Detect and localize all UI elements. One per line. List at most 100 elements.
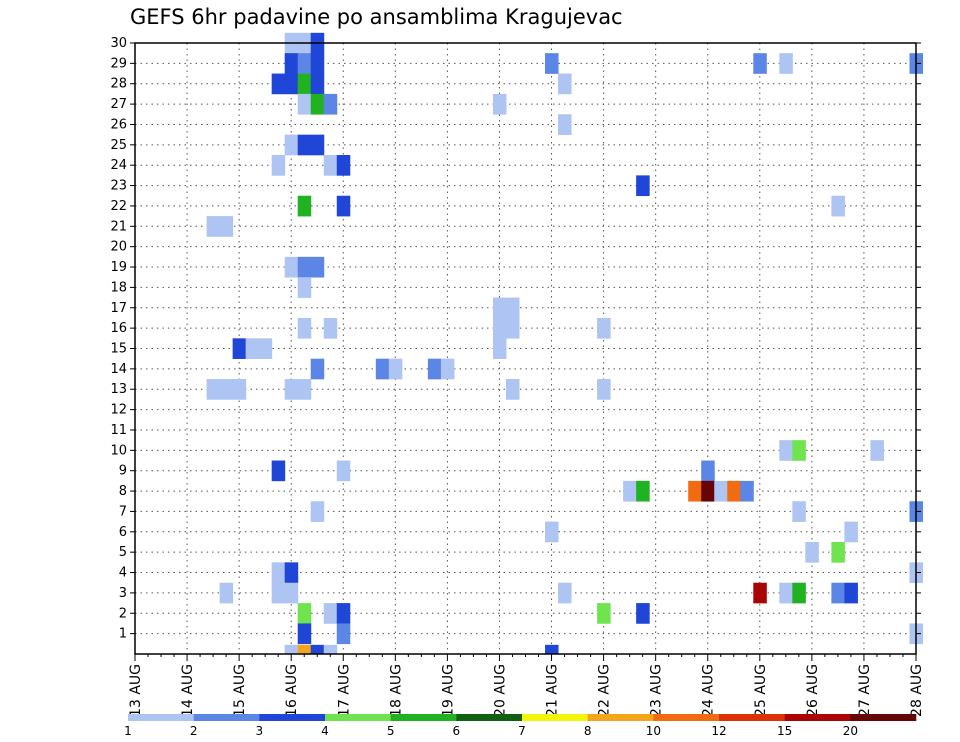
heatmap-cell xyxy=(323,155,338,176)
heatmap-cell xyxy=(206,379,221,400)
heatmap-cell xyxy=(792,582,806,604)
y-tick-label: 3 xyxy=(119,586,127,601)
x-tick-label: 16 AUG xyxy=(284,664,300,717)
legend-swatch xyxy=(850,714,917,721)
heatmap-cell xyxy=(336,603,351,624)
color-legend: 1 2 3 4 5 6 7 8 10 12 15 20 xyxy=(124,714,917,738)
heatmap-cell xyxy=(284,73,299,95)
heatmap-cell xyxy=(310,53,325,74)
y-tick-label: 18 xyxy=(110,280,127,295)
x-tick-label: 20 AUG xyxy=(492,664,508,717)
y-tick-label: 19 xyxy=(110,260,127,275)
heatmap-cell xyxy=(323,603,338,624)
legend-swatch xyxy=(456,714,523,721)
legend-label: 15 xyxy=(777,724,792,738)
legend-swatch xyxy=(390,714,457,721)
heatmap-cell xyxy=(597,379,611,400)
y-axis: 1234567891011121314151617181920212223242… xyxy=(110,36,921,642)
heatmap-cell xyxy=(792,440,806,461)
heatmap-cell xyxy=(336,623,351,645)
y-tick-label: 28 xyxy=(110,77,127,92)
y-tick-label: 20 xyxy=(110,240,127,255)
heatmap-cell xyxy=(727,480,741,502)
heatmap-cell xyxy=(636,175,650,197)
heatmap-cell xyxy=(206,216,221,237)
heatmap-cell xyxy=(232,338,247,359)
heatmap-cell xyxy=(271,582,286,604)
x-tick-label: 25 AUG xyxy=(753,664,769,717)
heatmap-cell xyxy=(545,53,559,74)
legend-label: 5 xyxy=(387,724,395,738)
y-tick-label: 25 xyxy=(110,138,127,153)
chart-title: GEFS 6hr padavine po ansamblima Kragujev… xyxy=(130,5,623,29)
legend-label: 12 xyxy=(711,724,726,738)
heatmap-cell xyxy=(558,582,572,604)
data-cells xyxy=(206,32,924,655)
heatmap-cell xyxy=(388,358,403,380)
y-tick-label: 16 xyxy=(110,321,127,336)
heatmap-cell xyxy=(336,195,351,217)
heatmap-cell xyxy=(271,460,286,482)
legend-label: 6 xyxy=(453,724,461,738)
heatmap-cell xyxy=(323,93,338,115)
y-tick-label: 24 xyxy=(110,158,127,173)
heatmap-cell xyxy=(870,440,884,461)
legend-swatch xyxy=(653,714,720,721)
heatmap-cell xyxy=(753,53,767,74)
heatmap-cell xyxy=(271,562,286,584)
y-tick-label: 4 xyxy=(119,566,127,581)
heatmap-cell xyxy=(310,73,325,95)
x-tick-label: 14 AUG xyxy=(180,664,196,717)
heatmap-cell xyxy=(297,603,312,624)
legend-swatch xyxy=(128,714,194,721)
y-tick-label: 13 xyxy=(110,382,127,397)
x-tick-label: 26 AUG xyxy=(805,664,821,717)
legend-swatch xyxy=(193,714,260,721)
heatmap-cell xyxy=(297,623,312,645)
heatmap-cell xyxy=(427,358,442,380)
heatmap-cell xyxy=(688,480,702,502)
heatmap-cell xyxy=(284,134,299,156)
y-tick-label: 17 xyxy=(110,301,127,316)
legend-swatch xyxy=(719,714,785,721)
y-tick-label: 21 xyxy=(110,219,127,234)
y-tick-label: 9 xyxy=(119,464,127,479)
x-tick-label: 23 AUG xyxy=(649,664,665,717)
heatmap-cell xyxy=(336,155,351,176)
legend-swatch xyxy=(784,714,851,721)
heatmap-cell xyxy=(636,480,650,502)
legend-label: 20 xyxy=(843,724,858,738)
y-tick-label: 12 xyxy=(110,403,127,418)
heatmap-cell xyxy=(505,379,520,400)
heatmap-cell xyxy=(284,562,299,584)
heatmap-cell xyxy=(297,73,312,95)
heatmap-cell xyxy=(636,603,650,624)
y-tick-label: 1 xyxy=(119,627,127,642)
x-tick-label: 13 AUG xyxy=(128,664,144,717)
heatmap-cell xyxy=(310,134,325,156)
heatmap-cell xyxy=(297,379,312,400)
heatmap-cell xyxy=(701,480,715,502)
y-tick-label: 26 xyxy=(110,117,127,132)
y-tick-label: 22 xyxy=(110,199,127,214)
heatmap-cell xyxy=(232,379,247,400)
x-tick-label: 19 AUG xyxy=(440,664,456,717)
grid-lines xyxy=(135,43,916,654)
heatmap-cell xyxy=(545,521,559,543)
y-tick-label: 14 xyxy=(110,362,127,377)
y-tick-label: 15 xyxy=(110,342,127,357)
legend-label: 7 xyxy=(518,724,526,738)
heatmap-cell xyxy=(792,501,806,522)
heatmap-cell xyxy=(271,155,286,176)
heatmap-cell xyxy=(753,582,767,604)
x-tick-label: 22 AUG xyxy=(597,664,613,717)
heatmap-cell xyxy=(284,256,299,278)
y-tick-label: 23 xyxy=(110,179,127,194)
heatmap-cell xyxy=(310,644,325,655)
x-tick-label: 21 AUG xyxy=(545,664,561,717)
heatmap-cell xyxy=(714,480,728,502)
y-tick-label: 5 xyxy=(119,545,127,560)
heatmap-cell xyxy=(779,582,793,604)
heatmap-cell xyxy=(297,256,312,278)
